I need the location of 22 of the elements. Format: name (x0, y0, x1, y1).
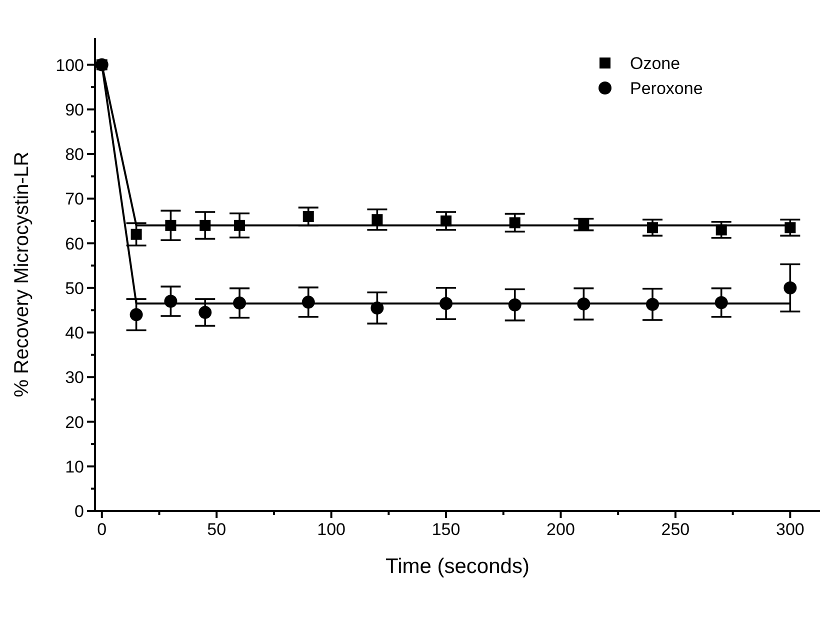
x-tick-label: 200 (546, 520, 575, 539)
y-tick-label: 0 (74, 502, 84, 521)
x-tick-label: 0 (97, 520, 107, 539)
y-tick-label: 70 (65, 190, 84, 209)
legend-label: Peroxone (630, 79, 703, 98)
y-tick-label: 10 (65, 457, 84, 476)
legend-label: Ozone (630, 54, 680, 73)
x-tick-label: 50 (207, 520, 226, 539)
x-tick-label: 100 (317, 520, 346, 539)
y-tick-label: 60 (65, 234, 84, 254)
y-tick-label: 50 (65, 278, 84, 298)
x-axis-title: Time (seconds) (386, 555, 530, 578)
x-tick-label: 250 (661, 520, 690, 539)
x-tick-label: 300 (776, 520, 804, 539)
y-axis-title: % Recovery Microcystin-LR (11, 152, 33, 398)
y-tick-label: 80 (65, 145, 84, 164)
y-tick-label: 100 (56, 56, 84, 75)
x-tick-label: 150 (432, 520, 460, 539)
y-tick-label: 20 (65, 412, 84, 432)
y-tick-label: 90 (65, 100, 84, 120)
y-tick-label: 40 (65, 324, 84, 343)
y-tick-label: 30 (65, 368, 84, 388)
